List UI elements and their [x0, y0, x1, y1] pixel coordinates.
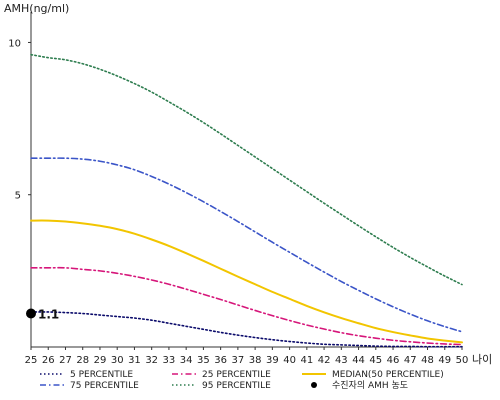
- x-tick-label: 33: [163, 355, 176, 366]
- x-tick-label: 35: [197, 355, 210, 366]
- legend-label: 5 PERCENTILE: [70, 370, 133, 380]
- legend-label: 95 PERCENTILE: [202, 381, 271, 391]
- legend-label: 25 PERCENTILE: [202, 370, 271, 380]
- series-line-95-percentile: [30, 53, 463, 286]
- x-tick-label: 30: [111, 355, 124, 366]
- x-tick-label: 31: [128, 355, 141, 366]
- x-tick-label: 25: [25, 355, 38, 366]
- x-tick-label: 32: [145, 355, 158, 366]
- x-tick-label: 29: [94, 355, 107, 366]
- x-tick-label: 47: [404, 355, 417, 366]
- x-tick-label: 34: [180, 355, 193, 366]
- x-tick-label: 37: [232, 355, 245, 366]
- x-tick-label: 45: [369, 355, 382, 366]
- patient-amh-label: 1.1: [38, 308, 59, 322]
- y-tick-label: 5: [15, 191, 21, 202]
- x-tick-label: 49: [438, 355, 451, 366]
- x-tick-label: 28: [76, 355, 89, 366]
- series-lines: [30, 53, 463, 348]
- axes: 5 10 25 26 27 28 29 30 31 32 33 34 35 36 37 38 39 40 41 42 4…: [4, 2, 492, 366]
- patient-amh-marker: [26, 308, 36, 319]
- legend-swatch-patient-amh: [311, 382, 317, 388]
- y-axis-label: AMH(ng/ml): [4, 2, 69, 15]
- x-tick-label: 41: [300, 355, 313, 366]
- series-line-25-percentile: [30, 266, 463, 346]
- x-tick-label: 48: [421, 355, 434, 366]
- x-tick-label: 50: [456, 355, 469, 366]
- x-tick-label: 46: [387, 355, 400, 366]
- x-tick-label: 39: [266, 355, 279, 366]
- x-tick-label: 43: [335, 355, 348, 366]
- series-line-median-50-percentile: [30, 219, 463, 344]
- x-tick-label: 44: [352, 355, 365, 366]
- x-tick-label: 38: [249, 355, 262, 366]
- markers: 1.1: [26, 308, 59, 322]
- x-tick-label: 27: [59, 355, 72, 366]
- series-line-75-percentile: [30, 157, 463, 333]
- legend-label: MEDIAN(50 PERCENTILE): [332, 370, 444, 380]
- x-tick-label: 42: [318, 355, 331, 366]
- x-tick-label: 40: [283, 355, 296, 366]
- x-tick-label: 26: [42, 355, 55, 366]
- series-line-5-percentile: [30, 311, 463, 348]
- x-axis-label: 나이: [472, 353, 492, 366]
- y-tick-label: 10: [8, 38, 21, 49]
- legend-label: 75 PERCENTILE: [70, 381, 139, 391]
- legend-label: 수진자의 AMH 농도: [332, 380, 408, 391]
- x-tick-label: 36: [214, 355, 227, 366]
